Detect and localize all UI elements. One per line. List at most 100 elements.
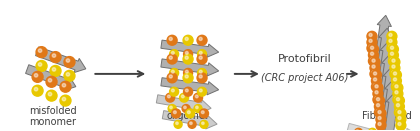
Circle shape (378, 111, 381, 114)
Circle shape (391, 70, 402, 80)
Circle shape (375, 85, 378, 88)
Circle shape (186, 109, 194, 118)
Circle shape (62, 83, 66, 87)
Circle shape (185, 51, 188, 54)
Circle shape (372, 59, 375, 62)
Circle shape (170, 50, 178, 59)
Circle shape (391, 58, 394, 61)
Circle shape (202, 122, 204, 124)
Circle shape (393, 89, 403, 99)
Circle shape (196, 106, 198, 109)
Polygon shape (381, 80, 399, 131)
Circle shape (394, 84, 396, 87)
Circle shape (376, 108, 386, 118)
Circle shape (368, 56, 378, 66)
Circle shape (195, 95, 198, 98)
Circle shape (184, 87, 192, 96)
Circle shape (197, 35, 207, 45)
Circle shape (48, 92, 52, 96)
Circle shape (373, 83, 383, 93)
Circle shape (167, 73, 177, 83)
Circle shape (371, 76, 381, 86)
Circle shape (375, 102, 384, 111)
Circle shape (34, 74, 38, 77)
Circle shape (184, 106, 186, 109)
Circle shape (38, 63, 42, 66)
Circle shape (170, 106, 172, 109)
Circle shape (197, 50, 207, 59)
Circle shape (369, 33, 372, 37)
Circle shape (389, 45, 392, 48)
Circle shape (183, 54, 193, 64)
Circle shape (180, 93, 189, 102)
Circle shape (194, 93, 202, 102)
Circle shape (46, 76, 57, 87)
Circle shape (390, 69, 400, 79)
Circle shape (394, 72, 396, 75)
Circle shape (165, 93, 175, 102)
Circle shape (375, 108, 384, 117)
Circle shape (60, 81, 71, 92)
Circle shape (396, 108, 406, 118)
Circle shape (50, 52, 61, 62)
Circle shape (370, 58, 374, 61)
Circle shape (375, 97, 378, 100)
Circle shape (64, 70, 75, 81)
Circle shape (367, 31, 377, 41)
Circle shape (354, 128, 362, 131)
Circle shape (190, 122, 192, 124)
Circle shape (387, 31, 397, 41)
Circle shape (376, 120, 386, 130)
Circle shape (200, 120, 208, 128)
Circle shape (371, 82, 381, 92)
Circle shape (200, 70, 202, 73)
Circle shape (181, 95, 184, 98)
Circle shape (167, 35, 177, 45)
Circle shape (372, 71, 375, 74)
Circle shape (391, 76, 402, 86)
Circle shape (172, 109, 181, 118)
Circle shape (36, 47, 47, 58)
Circle shape (170, 87, 178, 96)
Circle shape (398, 122, 401, 125)
Circle shape (62, 97, 66, 101)
Circle shape (370, 52, 374, 55)
Circle shape (183, 35, 193, 45)
Circle shape (199, 75, 202, 78)
Polygon shape (347, 123, 388, 131)
Circle shape (376, 104, 380, 107)
Polygon shape (162, 111, 217, 129)
Circle shape (34, 88, 38, 91)
Circle shape (396, 98, 399, 101)
Circle shape (182, 105, 190, 113)
Circle shape (66, 73, 70, 76)
Circle shape (32, 85, 43, 96)
Circle shape (185, 56, 188, 59)
Circle shape (169, 56, 172, 59)
Circle shape (398, 111, 401, 114)
Circle shape (168, 95, 171, 98)
Polygon shape (380, 67, 397, 121)
Polygon shape (161, 78, 219, 95)
Circle shape (187, 111, 190, 114)
Circle shape (387, 37, 397, 47)
Circle shape (367, 43, 377, 53)
Circle shape (388, 44, 399, 54)
Circle shape (64, 57, 75, 67)
Circle shape (391, 52, 394, 55)
Circle shape (376, 114, 386, 124)
Circle shape (372, 65, 375, 68)
Circle shape (387, 43, 397, 53)
Polygon shape (373, 128, 415, 131)
Circle shape (396, 120, 406, 130)
Circle shape (367, 37, 377, 47)
Circle shape (171, 89, 174, 92)
Circle shape (170, 69, 178, 77)
Circle shape (173, 111, 176, 114)
Circle shape (396, 114, 406, 124)
Circle shape (199, 56, 202, 59)
Circle shape (398, 116, 401, 120)
Circle shape (38, 49, 42, 52)
Circle shape (390, 57, 400, 67)
Text: Fibril seed: Fibril seed (362, 111, 411, 121)
